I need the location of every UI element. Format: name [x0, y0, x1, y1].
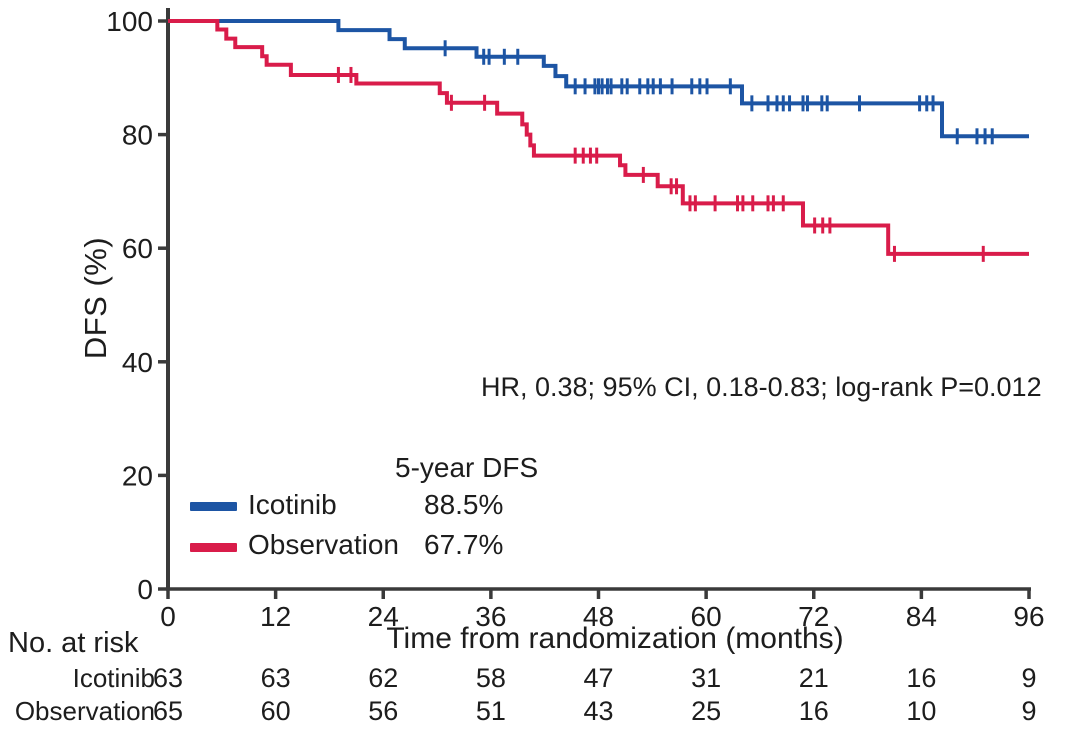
risk-count: 16: [798, 696, 829, 726]
risk-count: 16: [906, 663, 937, 693]
risk-count: 9: [1021, 663, 1037, 693]
risk-count: 60: [260, 696, 291, 726]
y-tick-label: 0: [137, 574, 153, 605]
y-tick-label: 100: [106, 6, 153, 37]
x-tick-label: 72: [798, 601, 829, 632]
y-tick-label: 40: [122, 347, 153, 378]
observation-line-swatch: [190, 543, 237, 552]
x-tick-label: 84: [906, 601, 937, 632]
risk-count: 63: [260, 663, 291, 693]
risk-table-title: No. at risk: [8, 627, 139, 659]
x-tick-label: 96: [1013, 601, 1044, 632]
x-tick-label: 24: [368, 601, 399, 632]
risk-row-label: Icotinib: [72, 663, 155, 693]
survival-curve: [168, 19, 1029, 139]
legend-header: 5-year DFS: [395, 452, 539, 483]
risk-count: 56: [368, 696, 399, 726]
risk-count: 51: [475, 696, 506, 726]
risk-count: 58: [475, 663, 506, 693]
risk-count: 43: [583, 696, 614, 726]
risk-count: 31: [691, 663, 722, 693]
legend-label-icotinib: Icotinib: [248, 489, 337, 520]
x-tick-label: 60: [691, 601, 722, 632]
x-tick-label: 12: [260, 601, 291, 632]
legend-label-observation: Observation: [248, 529, 399, 560]
series-icotinib: [168, 19, 1029, 145]
y-axis-title: DFS (%): [78, 236, 113, 360]
risk-count: 25: [691, 696, 722, 726]
y-tick-label: 60: [122, 233, 153, 264]
stats-annotation: HR, 0.38; 95% CI, 0.18-0.83; log-rank P=…: [481, 372, 1042, 402]
legend-value-observation: 67.7%: [424, 529, 504, 560]
risk-row-label: Observation: [14, 696, 155, 726]
x-axis-title: Time from randomization (months): [386, 622, 844, 655]
risk-count: 47: [583, 663, 614, 693]
risk-count: 9: [1021, 696, 1037, 726]
x-tick-label: 48: [583, 601, 614, 632]
risk-row-observation: Observation 65 60 56 51 43 25 16 10 9: [0, 696, 1080, 728]
axes: 0 20 40 60 80 100 0 12 24 36 48 60 72 84 96: [106, 6, 1044, 632]
risk-count: 21: [798, 663, 829, 693]
risk-count: 62: [368, 663, 399, 693]
risk-count: 63: [152, 663, 184, 693]
y-tick-label: 80: [122, 120, 153, 151]
survival-curve: [168, 19, 1029, 256]
icotinib-line-swatch: [190, 502, 237, 511]
risk-count: 65: [152, 696, 184, 726]
series-observation: [168, 19, 1029, 262]
y-tick-label: 20: [122, 460, 153, 491]
risk-count: 10: [906, 696, 937, 726]
legend-value-icotinib: 88.5%: [424, 489, 504, 520]
x-tick-label: 0: [160, 601, 176, 632]
x-tick-label: 36: [475, 601, 506, 632]
risk-row-icotinib: Icotinib 63 63 62 58 47 31 21 16 9: [0, 663, 1080, 695]
